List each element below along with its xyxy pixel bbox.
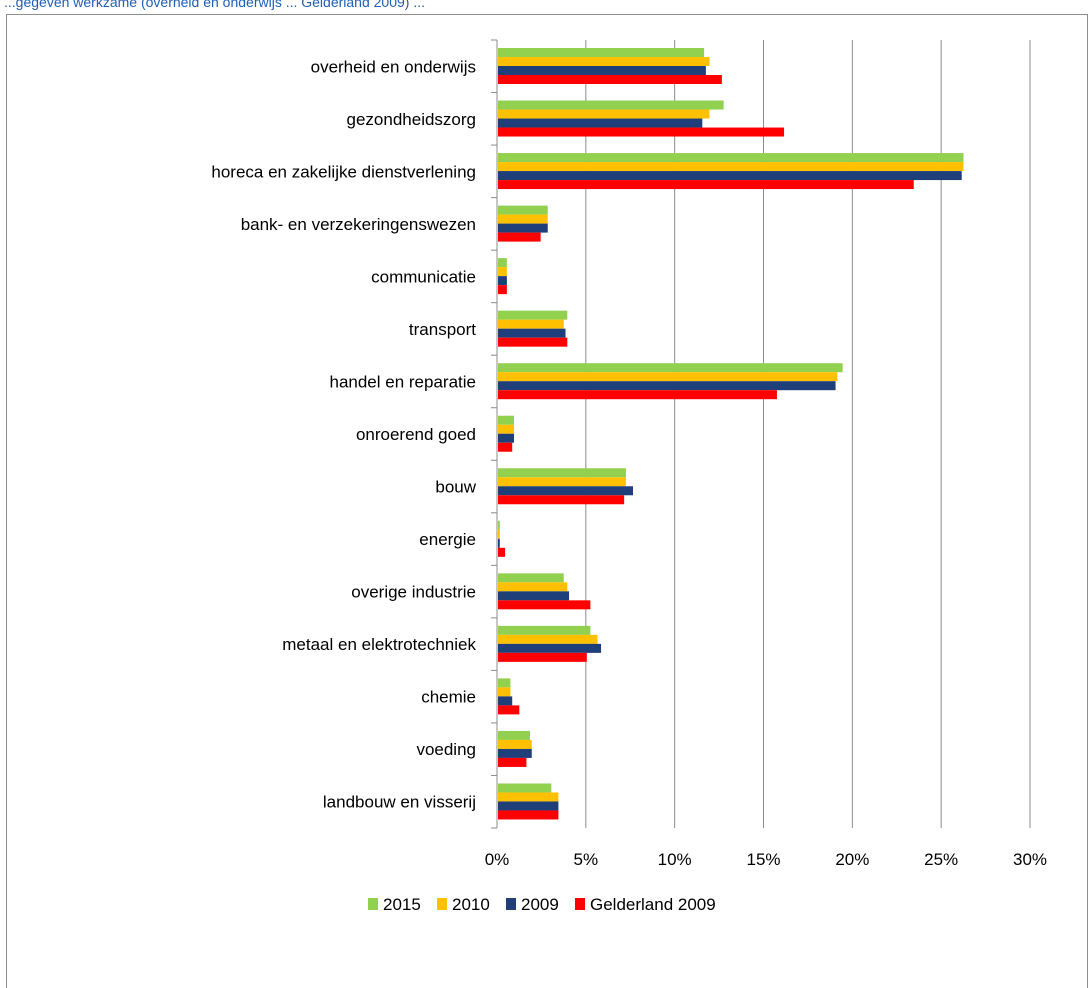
- bar: [498, 127, 785, 137]
- category-label: gezondheidszorg: [347, 110, 476, 129]
- bar: [498, 538, 500, 548]
- bar: [498, 783, 552, 793]
- x-tick-label: 20%: [835, 850, 869, 869]
- bar: [498, 214, 548, 224]
- bar: [498, 801, 559, 811]
- chart-frame: [6, 14, 1088, 988]
- bar: [498, 810, 559, 820]
- bar: [498, 180, 914, 190]
- category-label: voeding: [416, 740, 476, 759]
- bar: [498, 582, 568, 592]
- bar: [498, 390, 777, 400]
- legend-swatch: [368, 898, 378, 910]
- bar: [498, 205, 548, 215]
- bar: [498, 643, 602, 653]
- x-tick-label: 30%: [1013, 850, 1047, 869]
- bar: [498, 687, 511, 697]
- bar: [498, 634, 598, 644]
- bar: [498, 730, 530, 740]
- header-text: ...gegeven werkzame (overheid en onderwi…: [4, 0, 426, 10]
- category-label: onroerend goed: [356, 425, 476, 444]
- bar: [498, 486, 634, 496]
- legend-label: Gelderland 2009: [590, 895, 716, 914]
- bar: [498, 328, 566, 338]
- bar: [498, 267, 507, 277]
- category-label: bank- en verzekeringenswezen: [241, 215, 476, 234]
- bar: [498, 223, 548, 233]
- bar: [498, 625, 591, 635]
- x-tick-label: 5%: [574, 850, 599, 869]
- category-label: horeca en zakelijke dienstverlening: [211, 162, 476, 181]
- legend-label: 2010: [452, 895, 490, 914]
- bar: [498, 591, 570, 601]
- bar: [498, 757, 527, 767]
- bar: [498, 520, 500, 530]
- bar: [498, 696, 513, 706]
- bar: [498, 547, 506, 557]
- bar: [498, 66, 706, 75]
- bar: [498, 258, 507, 268]
- category-label: transport: [409, 320, 476, 339]
- bar: [498, 477, 626, 487]
- bar: [498, 162, 964, 172]
- category-label: bouw: [435, 478, 476, 497]
- bar: [498, 415, 514, 425]
- bar: [498, 600, 591, 610]
- legend-swatch: [575, 898, 585, 910]
- category-label: energie: [419, 530, 476, 549]
- bar: [498, 319, 564, 329]
- legend-label: 2009: [521, 895, 559, 914]
- bar: [498, 495, 625, 505]
- bar: [498, 705, 520, 715]
- bar: [498, 57, 710, 66]
- bar: [498, 678, 511, 688]
- bar: [498, 232, 541, 242]
- bar: [498, 573, 564, 583]
- legend-swatch: [506, 898, 516, 910]
- bar: [498, 381, 836, 391]
- bar: [498, 285, 507, 295]
- bar: [498, 424, 514, 434]
- category-label: landbouw en visserij: [323, 793, 476, 812]
- bar: [498, 276, 507, 286]
- category-label: chemie: [421, 688, 476, 707]
- bar: [498, 100, 724, 110]
- bar: [498, 529, 500, 539]
- bar: [498, 363, 843, 373]
- bar: [498, 48, 705, 57]
- category-label: overheid en onderwijs: [311, 57, 476, 76]
- bar: [498, 748, 532, 758]
- bar: [498, 153, 964, 163]
- bar: [498, 372, 838, 382]
- bar: [498, 109, 710, 119]
- legend-label: 2015: [383, 895, 421, 914]
- x-tick-label: 15%: [746, 850, 780, 869]
- x-tick-label: 10%: [658, 850, 692, 869]
- bar: [498, 442, 513, 452]
- x-tick-label: 0%: [485, 850, 510, 869]
- category-label: metaal en elektrotechniek: [282, 635, 476, 654]
- legend-swatch: [437, 898, 447, 910]
- category-label: overige industrie: [351, 583, 476, 602]
- bar: [498, 310, 568, 320]
- x-tick-label: 25%: [924, 850, 958, 869]
- bar: [498, 739, 532, 749]
- bar: [498, 652, 587, 662]
- bar: [498, 171, 962, 181]
- bar: [498, 118, 703, 128]
- category-label: communicatie: [371, 267, 476, 286]
- bar: [498, 792, 559, 802]
- bar: [498, 468, 626, 478]
- bar: [498, 337, 568, 347]
- bar: [498, 433, 514, 443]
- bar: [498, 75, 722, 84]
- category-label: handel en reparatie: [329, 372, 476, 391]
